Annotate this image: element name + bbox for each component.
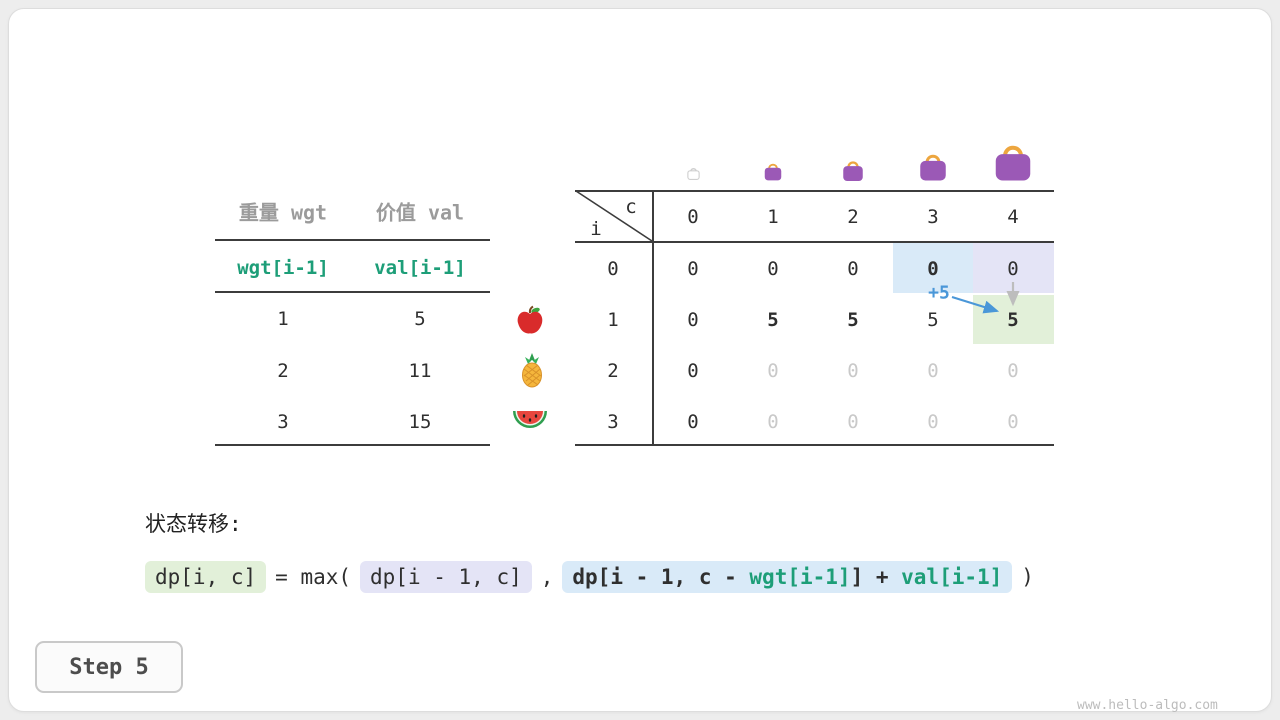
- state-transition-label: 状态转移:: [145, 512, 242, 536]
- item-wgt-3: 3: [277, 411, 289, 433]
- highlight-cell-r0c3: [893, 243, 973, 293]
- formula-arg2-chip: dp[i - 1, c - wgt[i-1]] + val[i-1]: [562, 561, 1013, 593]
- dp-cell-r3c1: 0: [767, 411, 779, 433]
- item-table-val-var: val[i-1]: [374, 257, 466, 279]
- bag-icon-capacity-0: [686, 165, 701, 181]
- dp-cell-r0c4: 0: [1007, 258, 1019, 280]
- dp-cell-r1c0: 0: [687, 309, 699, 331]
- item-table-col1-header: 重量 wgt: [238, 200, 328, 225]
- bag-icon-capacity-1: [762, 160, 784, 182]
- dp-col-header-3: 3: [927, 206, 939, 228]
- watermelon-icon: [512, 408, 548, 432]
- dp-corner-col-var: c: [625, 196, 637, 218]
- item-table-line-bottom: [215, 444, 490, 446]
- dp-col-header-1: 1: [767, 206, 779, 228]
- formula-arg2-wgt: wgt[i-1]: [749, 565, 851, 589]
- transition-value-annotation: +5: [928, 282, 950, 304]
- formula-lhs-chip: dp[i, c]: [145, 561, 267, 593]
- dp-col-header-2: 2: [847, 206, 859, 228]
- dp-cell-r3c4: 0: [1007, 411, 1019, 433]
- dp-cell-r2c1: 0: [767, 360, 779, 382]
- formula-close-paren: ): [1021, 565, 1034, 589]
- item-table-wgt-var: wgt[i-1]: [237, 257, 329, 279]
- dp-cell-r0c3: 0: [927, 258, 939, 280]
- dp-cell-r3c0: 0: [687, 411, 699, 433]
- item-wgt-2: 2: [277, 360, 289, 382]
- dp-cell-r3c2: 0: [847, 411, 859, 433]
- dp-cell-r0c1: 0: [767, 258, 779, 280]
- dp-cell-r2c0: 0: [687, 360, 699, 382]
- bag-icon-capacity-3: [916, 149, 950, 183]
- item-table-col2-header: 价值 val: [375, 200, 465, 225]
- formula-equals-max: = max(: [275, 565, 352, 589]
- dp-cell-r3c3: 0: [927, 411, 939, 433]
- content-card: [8, 8, 1272, 712]
- dp-corner-row-var: i: [590, 218, 602, 240]
- state-transition-formula: dp[i, c] = max( dp[i - 1, c] , dp[i - 1,…: [145, 561, 1034, 593]
- dp-col-header-0: 0: [687, 206, 699, 228]
- dp-table-line-header: [575, 241, 1054, 243]
- item-wgt-1: 1: [277, 308, 289, 330]
- formula-comma: ,: [540, 565, 554, 589]
- dp-cell-r1c2: 5: [847, 309, 859, 331]
- dp-cell-r0c0: 0: [687, 258, 699, 280]
- dp-cell-r2c3: 0: [927, 360, 939, 382]
- formula-arg1-chip: dp[i - 1, c]: [360, 561, 532, 593]
- dp-cell-r2c4: 0: [1007, 360, 1019, 382]
- pineapple-icon: [516, 353, 548, 389]
- dp-cell-r2c2: 0: [847, 360, 859, 382]
- item-table-line-top: [215, 239, 490, 241]
- apple-icon: [514, 304, 546, 336]
- dp-cell-r0c2: 0: [847, 258, 859, 280]
- dp-row-label-1: 1: [607, 309, 619, 331]
- step-badge: Step 5: [35, 641, 183, 693]
- dp-row-label-2: 2: [607, 360, 619, 382]
- watermark: www.hello-algo.com: [1077, 698, 1218, 713]
- item-val-2: 11: [408, 360, 432, 382]
- formula-arg2-part1: dp[i - 1, c -: [572, 565, 750, 589]
- formula-arg2-val: val[i-1]: [901, 565, 1003, 589]
- dp-cell-r1c3: 5: [927, 309, 939, 331]
- dp-table-line-bottom: [575, 444, 1054, 446]
- item-val-1: 5: [414, 308, 426, 330]
- dp-row-label-3: 3: [607, 411, 619, 433]
- formula-arg2-part2: ] +: [850, 565, 902, 589]
- item-table-line-mid: [215, 291, 490, 293]
- bag-icon-capacity-4: [990, 138, 1036, 184]
- dp-cell-r1c1: 5: [767, 309, 779, 331]
- dp-cell-r1c4: 5: [1007, 309, 1019, 331]
- dp-table-line-top: [575, 190, 1054, 192]
- dp-col-header-4: 4: [1007, 206, 1019, 228]
- dp-row-label-0: 0: [607, 258, 619, 280]
- item-val-3: 15: [408, 411, 432, 433]
- dp-table-line-vertical: [652, 190, 654, 446]
- bag-icon-capacity-2: [840, 157, 866, 183]
